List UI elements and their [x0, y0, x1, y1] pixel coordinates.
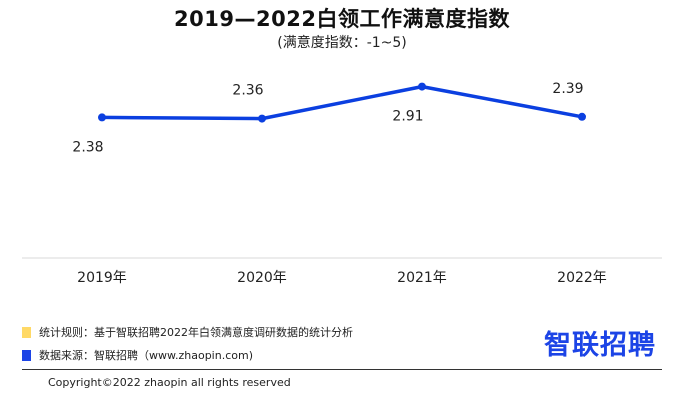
blue-swatch — [22, 349, 31, 361]
data-label: 2.38 — [72, 139, 103, 155]
footnote-source: 数据来源：智联招聘（www.zhaopin.com) — [22, 347, 253, 363]
x-tick-label: 2022年 — [557, 270, 607, 286]
data-label: 2.36 — [232, 83, 263, 99]
data-point — [98, 113, 106, 122]
zhaopin-logo: 智联招聘 — [544, 330, 656, 361]
footnote-rule-text: 统计规则：基于智联招聘2022年白领满意度调研数据的统计分析 — [39, 326, 353, 339]
chart-subtitle: (满意度指数：-1~5) — [277, 35, 407, 51]
data-label: 2.91 — [392, 109, 423, 125]
data-point — [258, 114, 266, 123]
series-line — [101, 84, 583, 121]
data-point — [578, 112, 586, 121]
data-label: 2.39 — [552, 81, 583, 97]
footer-divider — [22, 369, 662, 370]
x-tick-label: 2020年 — [237, 270, 287, 286]
copyright-text: Copyright©2022 zhaopin all rights reserv… — [48, 376, 291, 389]
yellow-swatch — [22, 326, 31, 338]
footnote-rule: 统计规则：基于智联招聘2022年白领满意度调研数据的统计分析 — [22, 324, 353, 340]
x-tick-label: 2021年 — [397, 270, 447, 286]
chart-title: 2019—2022白领工作满意度指数 — [174, 7, 510, 31]
footnote-source-text: 数据来源：智联招聘（www.zhaopin.com) — [39, 349, 253, 362]
line-chart: 2.38 2.36 2.91 2.39 2019年 2020年 2021年 2022年 — [22, 81, 662, 286]
x-tick-label: 2019年 — [77, 270, 127, 286]
data-point — [418, 82, 426, 91]
